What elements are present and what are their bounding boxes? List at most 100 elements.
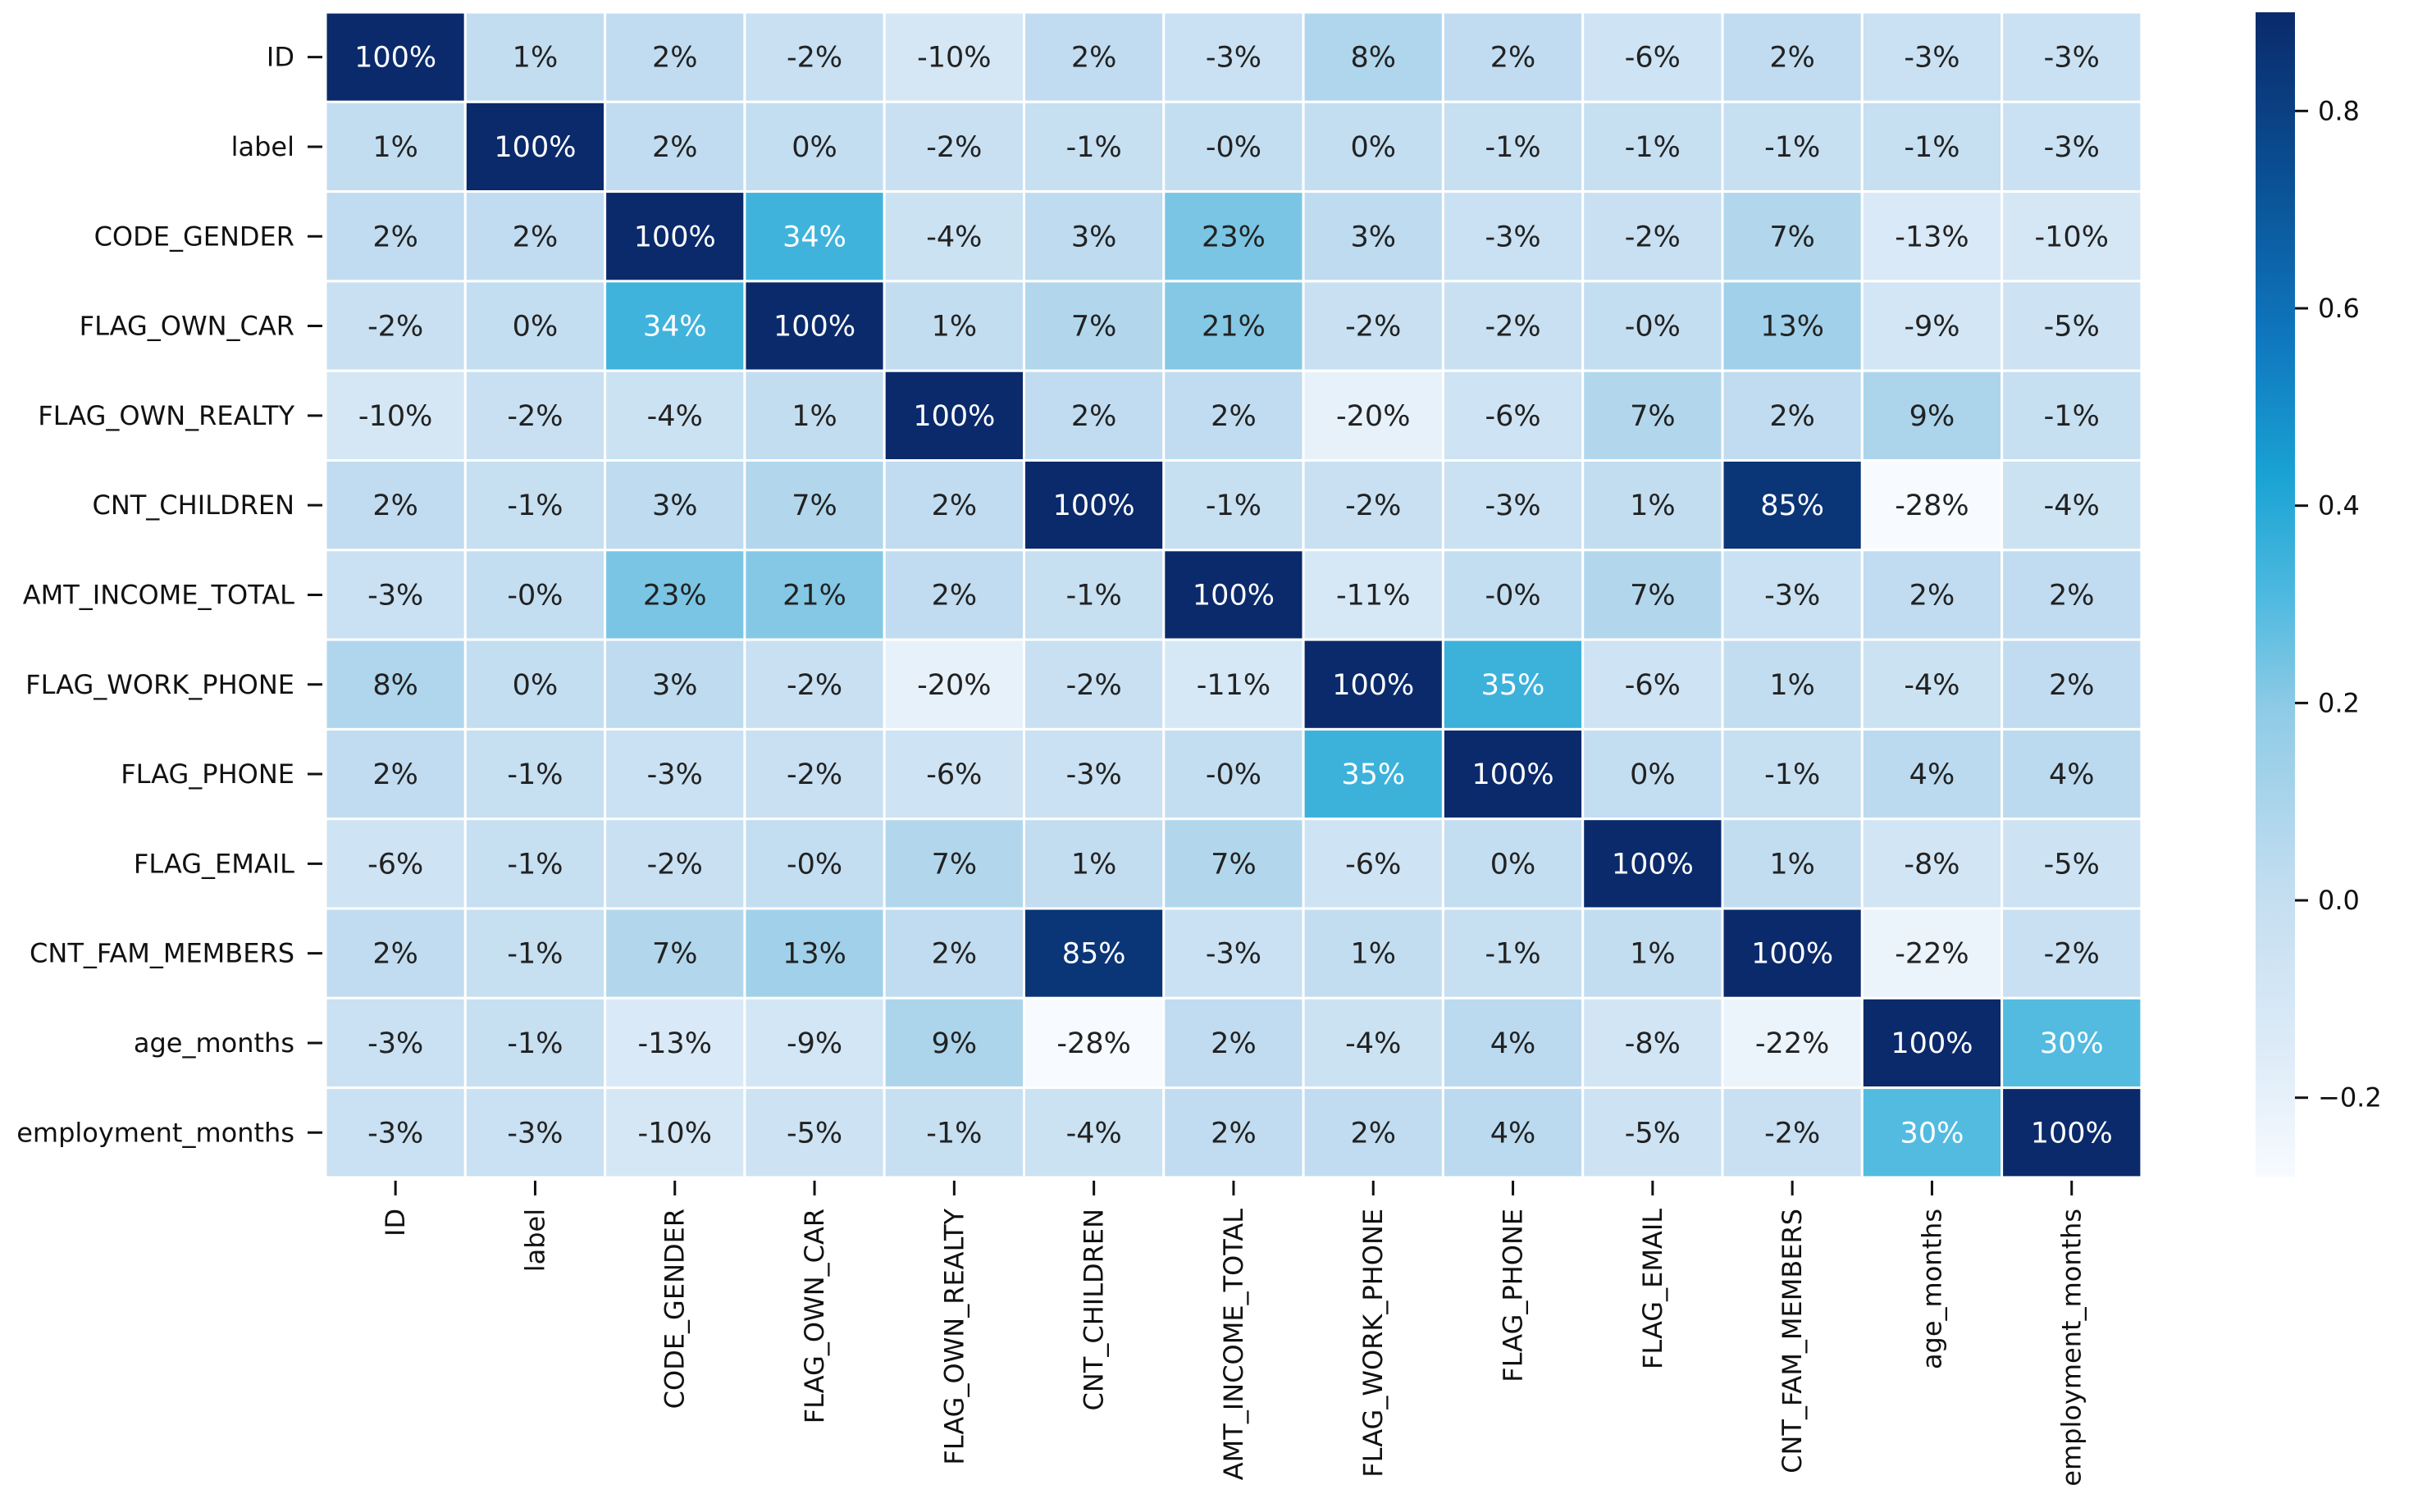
cell-value-label: 2% <box>932 938 978 971</box>
cell-value-label: 7% <box>1630 400 1676 433</box>
cell-value-label: -9% <box>1904 311 1959 344</box>
cell-value-label: -2% <box>2044 938 2100 971</box>
cell-value-label: -1% <box>1206 490 1261 522</box>
heatmap-cell <box>883 190 1025 283</box>
cell-value-label: 1% <box>372 131 418 164</box>
cell-value-label: -5% <box>1625 1117 1681 1150</box>
heatmap-cell <box>1162 1086 1305 1179</box>
cell-value-label: 1% <box>1630 938 1676 971</box>
heatmap-cell <box>2001 638 2143 731</box>
cell-value-label: -2% <box>787 42 842 75</box>
heatmap-cell <box>1162 100 1305 194</box>
colorbar: 0.8 0.6 0.4 0.2 0.0 −0.2 <box>2256 12 2382 1177</box>
cell-value-label: -3% <box>507 1117 563 1150</box>
cell-value-label: -3% <box>2044 42 2100 75</box>
cell-value-label: 13% <box>782 938 846 971</box>
cell-value-label: 0% <box>513 669 559 702</box>
cell-value-label: -2% <box>367 311 423 344</box>
cell-value-label: 2% <box>372 758 418 791</box>
heatmap-cell <box>1441 638 1585 731</box>
cell-value-label: -1% <box>1066 131 1122 164</box>
heatmap-cell <box>1023 549 1166 641</box>
heatmap-cell <box>1023 1086 1166 1179</box>
cell-value-label: 30% <box>2040 1027 2104 1060</box>
cell-value-label: 1% <box>1630 490 1676 522</box>
cell-value-label: 4% <box>2049 758 2095 791</box>
cell-value-label: 1% <box>1769 669 1815 702</box>
cell-value-label: 0% <box>1630 758 1676 791</box>
heatmap-cell <box>1860 280 2004 372</box>
colorbar-gradient <box>2256 12 2295 1177</box>
heatmap-cell <box>1162 459 1305 552</box>
cell-value-label: 9% <box>1909 400 1955 433</box>
heatmap-cell <box>463 907 607 1000</box>
cell-value-label: 21% <box>782 579 846 612</box>
colorbar-tick-label: −0.2 <box>2318 1082 2382 1114</box>
heatmap-cell <box>1023 727 1166 821</box>
heatmap-cell <box>1302 727 1444 821</box>
heatmap-cell <box>1023 817 1166 910</box>
heatmap-cell <box>1302 11 1444 103</box>
heatmap-cell <box>1023 100 1166 194</box>
cell-value-label: 2% <box>932 579 978 612</box>
cell-value-label: 3% <box>1071 221 1117 253</box>
heatmap-cell <box>1721 638 1864 731</box>
cell-value-label: -1% <box>507 490 563 522</box>
cell-value-label: 7% <box>932 848 978 881</box>
cell-value-label: 23% <box>643 579 707 612</box>
cell-value-label: -2% <box>926 131 982 164</box>
cell-value-label: -1% <box>1764 758 1820 791</box>
cell-value-label: 23% <box>1202 221 1266 253</box>
cell-value-label: -1% <box>1904 131 1959 164</box>
heatmap-cell <box>324 817 467 910</box>
row-label: FLAG_EMAIL <box>134 848 294 879</box>
heatmap-cell <box>2001 459 2143 552</box>
cell-value-label: 21% <box>1202 311 1266 344</box>
heatmap-cell <box>604 817 746 910</box>
cell-value-label: 2% <box>1909 579 1955 612</box>
cell-value-label: 0% <box>1490 848 1536 881</box>
cell-value-label: 0% <box>1350 131 1396 164</box>
heatmap-cell <box>883 100 1025 194</box>
cell-value-label: 2% <box>1211 1117 1257 1150</box>
column-label: CNT_FAM_MEMBERS <box>1777 1209 1808 1473</box>
heatmap-cell <box>1581 1086 1724 1179</box>
row-label: CNT_CHILDREN <box>92 490 294 521</box>
cell-value-label: 7% <box>1769 221 1815 253</box>
cell-value-label: -3% <box>1206 938 1261 971</box>
cell-value-label: -22% <box>1755 1027 1829 1060</box>
cell-value-label: -2% <box>787 669 842 702</box>
cell-value-label: 0% <box>513 311 559 344</box>
cell-value-label: 2% <box>1071 42 1117 75</box>
heatmap-cell <box>1860 907 2004 1000</box>
heatmap-cell <box>604 280 746 372</box>
heatmap-cell <box>1162 369 1305 462</box>
cell-value-label: 0% <box>792 131 837 164</box>
cell-value-label: 30% <box>1900 1117 1964 1150</box>
cell-value-label: 100% <box>1193 579 1275 612</box>
column-label: label <box>519 1209 550 1272</box>
heatmap-cell <box>883 1086 1025 1179</box>
heatmap-cell <box>604 727 746 821</box>
cell-value-label: 1% <box>1769 848 1815 881</box>
heatmap-cell <box>883 996 1025 1090</box>
cell-value-label: -2% <box>1345 490 1401 522</box>
heatmap-cell <box>743 100 886 194</box>
cell-value-label: -3% <box>1066 758 1122 791</box>
heatmap-cell <box>1581 11 1724 103</box>
cell-value-label: -6% <box>1345 848 1401 881</box>
cell-value-label: -3% <box>2044 131 2100 164</box>
cell-value-label: -0% <box>1206 131 1261 164</box>
row-label: label <box>231 131 294 162</box>
heatmap-cell <box>463 459 607 552</box>
heatmap-cell <box>1162 638 1305 731</box>
cell-value-label: -0% <box>1625 311 1681 344</box>
cell-value-label: -2% <box>1066 669 1122 702</box>
row-label: FLAG_WORK_PHONE <box>25 669 294 700</box>
heatmap-cell <box>1721 727 1864 821</box>
cell-value-label: -13% <box>638 1027 712 1060</box>
heatmap-cell <box>2001 369 2143 462</box>
cell-value-label: -1% <box>507 848 563 881</box>
cell-value-label: 100% <box>1612 848 1694 881</box>
